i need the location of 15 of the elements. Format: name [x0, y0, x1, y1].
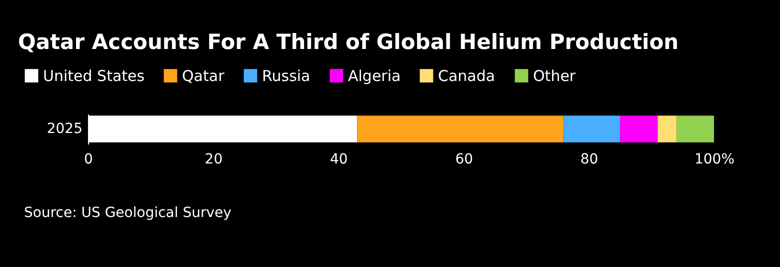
x-tick-label: 20: [204, 152, 223, 168]
legend-label: United States: [43, 66, 145, 85]
x-tick-label: 60: [455, 152, 474, 168]
legend-label: Russia: [262, 66, 310, 85]
legend-label: Canada: [438, 66, 496, 85]
x-tick-label: 100%: [694, 152, 735, 168]
chart-title: Qatar Accounts For A Third of Global Helium Production: [18, 30, 679, 54]
x-tick-label: 80: [580, 152, 598, 168]
source-note: Source: US Geological Survey: [24, 205, 232, 221]
legend-label: Qatar: [182, 66, 226, 85]
x-tick-label: 40: [330, 152, 348, 168]
x-tick-label: 0: [84, 152, 93, 168]
legend-label: Other: [533, 66, 576, 85]
legend-label: Algeria: [348, 66, 401, 85]
y-tick-label: 2025: [46, 121, 82, 137]
